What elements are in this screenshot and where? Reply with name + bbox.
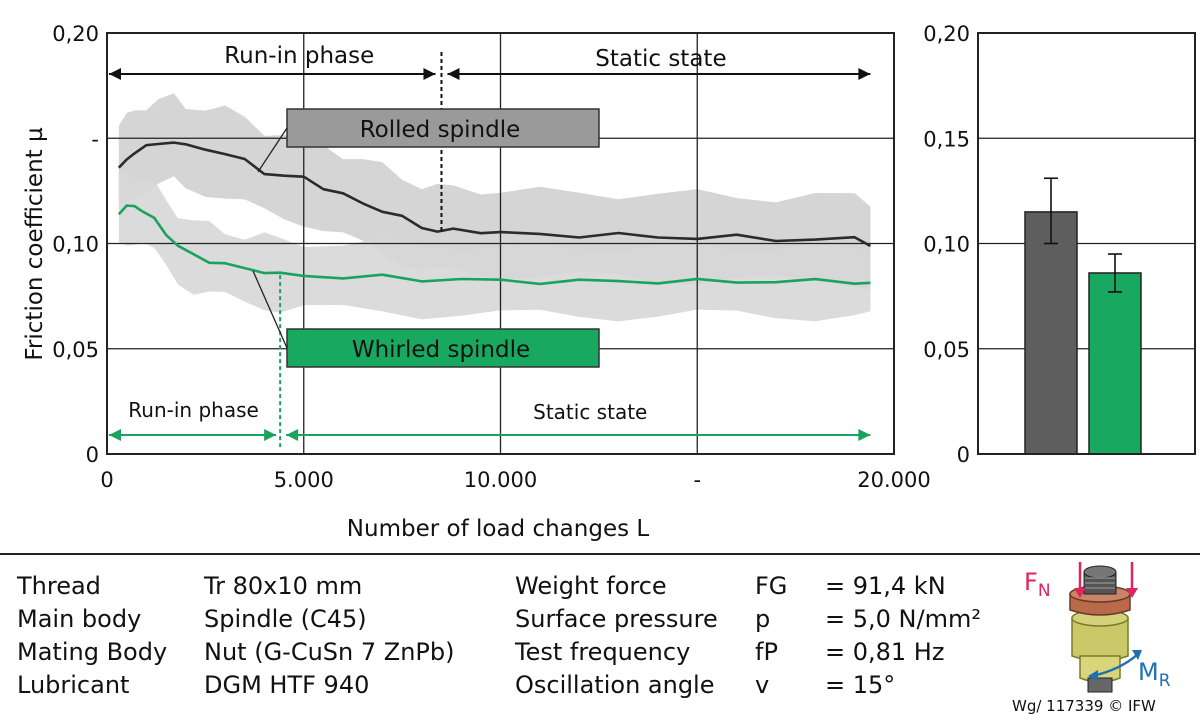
friction-chart: 0 0,05 0,10 - 0,20 0 5.000 10.000 - 20.000 Run-in …: [22, 22, 1196, 542]
rolled-static-arrow-head-end: [858, 68, 871, 80]
param-row: Mating Body Nut (G-CuSn 7 ZnPb) Test fre…: [17, 636, 1025, 669]
rolled-runin-arrow-head-start: [109, 68, 121, 80]
param-quantity-value: = 0,81 Hz: [825, 638, 945, 666]
param-row: Thread Tr 80x10 mm Weight force FG = 91,…: [17, 570, 1025, 603]
y-tick-label: 0,10: [52, 233, 99, 257]
param-name: Main body: [17, 605, 142, 633]
section-divider: [0, 553, 1200, 555]
param-quantity-value: = 5,0 N/mm²: [825, 605, 981, 633]
param-symbol: v: [755, 671, 770, 699]
whirled-runin-arrow-head-start: [109, 429, 121, 441]
param-symbol: fP: [755, 638, 778, 666]
bar: [1024, 211, 1078, 455]
whirled-runin-arrow-head-end: [264, 429, 277, 441]
y-tick-label: 0,10: [923, 233, 970, 257]
param-name: Mating Body: [17, 638, 168, 666]
rolled-label-text: Rolled spindle: [360, 117, 521, 143]
param-symbol: FG: [755, 572, 788, 600]
y-tick-label: 0,20: [52, 22, 99, 46]
whirled-static-label: Static state: [533, 400, 647, 424]
spindle-bottom: [1087, 677, 1113, 693]
param-value: Tr 80x10 mm: [204, 572, 363, 600]
param-quantity: Weight force: [515, 572, 667, 600]
whirled-static-arrow-head-start: [286, 429, 299, 441]
rolled-static-arrow-head-start: [447, 68, 460, 80]
line-plot: 0 0,05 0,10 - 0,20 0 5.000 10.000 - 20.000 Run-in …: [52, 22, 931, 492]
param-quantity-value: = 15°: [825, 671, 896, 699]
spindle-cap: [1083, 565, 1117, 579]
spindle-nut-sketch: FN MR: [1024, 562, 1171, 693]
param-value: Nut (G-CuSn 7 ZnPb): [204, 638, 455, 666]
test-parameters: Thread Tr 80x10 mm Weight force FG = 91,…: [17, 570, 1025, 702]
series-line: [117, 204, 871, 286]
x-tick-label: 10.000: [464, 468, 537, 492]
rolled-leader-line: [257, 127, 288, 173]
series-line: [117, 141, 872, 248]
x-tick-label: -: [693, 468, 701, 492]
whirled-static-arrow-head-end: [858, 429, 871, 441]
param-quantity: Test frequency: [515, 638, 691, 666]
whirled-leader-line: [252, 270, 288, 349]
param-name: Lubricant: [17, 671, 130, 699]
rolled-static-label: Static state: [595, 46, 726, 72]
y-tick-label: 0,20: [923, 22, 970, 46]
plot-frame: [977, 32, 1196, 455]
x-tick-label: 0: [100, 468, 113, 492]
param-quantity: Surface pressure: [515, 605, 718, 633]
param-value: Spindle (C45): [204, 605, 367, 633]
y-tick-label: -: [91, 127, 99, 151]
x-tick-label: 5.000: [274, 468, 334, 492]
param-quantity: Oscillation angle: [515, 671, 715, 699]
fn-label: FN: [1024, 568, 1051, 601]
x-axis-title: Number of load changes L: [347, 516, 650, 542]
bar-plot: 0 0,05 0,10 0,15 0,20: [923, 22, 1196, 467]
rolled-runin-label: Run-in phase: [224, 43, 374, 69]
y-tick-label: 0,05: [52, 338, 99, 362]
rolled-label-box: [286, 108, 600, 148]
param-symbol: p: [755, 605, 771, 633]
y-tick-label: 0,15: [923, 127, 970, 151]
plot-frame: [106, 32, 895, 455]
mr-label: MR: [1138, 658, 1171, 691]
series-band: [118, 171, 871, 322]
param-value: DGM HTF 940: [204, 671, 370, 699]
param-row: Lubricant DGM HTF 940 Oscillation angle …: [17, 669, 1025, 702]
y-tick-label: 0: [86, 443, 99, 467]
param-quantity-value: = 91,4 kN: [825, 572, 946, 600]
y-tick-label: 0: [957, 443, 970, 467]
x-tick-label: 20.000: [857, 468, 930, 492]
rolled-runin-arrow-head-end: [423, 68, 436, 80]
credit-text: Wg/ 117339 © IFW: [1012, 697, 1156, 715]
whirled-runin-label: Run-in phase: [128, 398, 259, 422]
whirled-label-text: Whirled spindle: [352, 337, 530, 363]
bar: [1088, 272, 1142, 455]
y-axis-title: Friction coefficient µ: [22, 127, 48, 361]
param-row: Main body Spindle (C45) Surface pressure…: [17, 603, 1025, 636]
y-tick-label: 0,05: [923, 338, 970, 362]
param-name: Thread: [17, 572, 101, 600]
